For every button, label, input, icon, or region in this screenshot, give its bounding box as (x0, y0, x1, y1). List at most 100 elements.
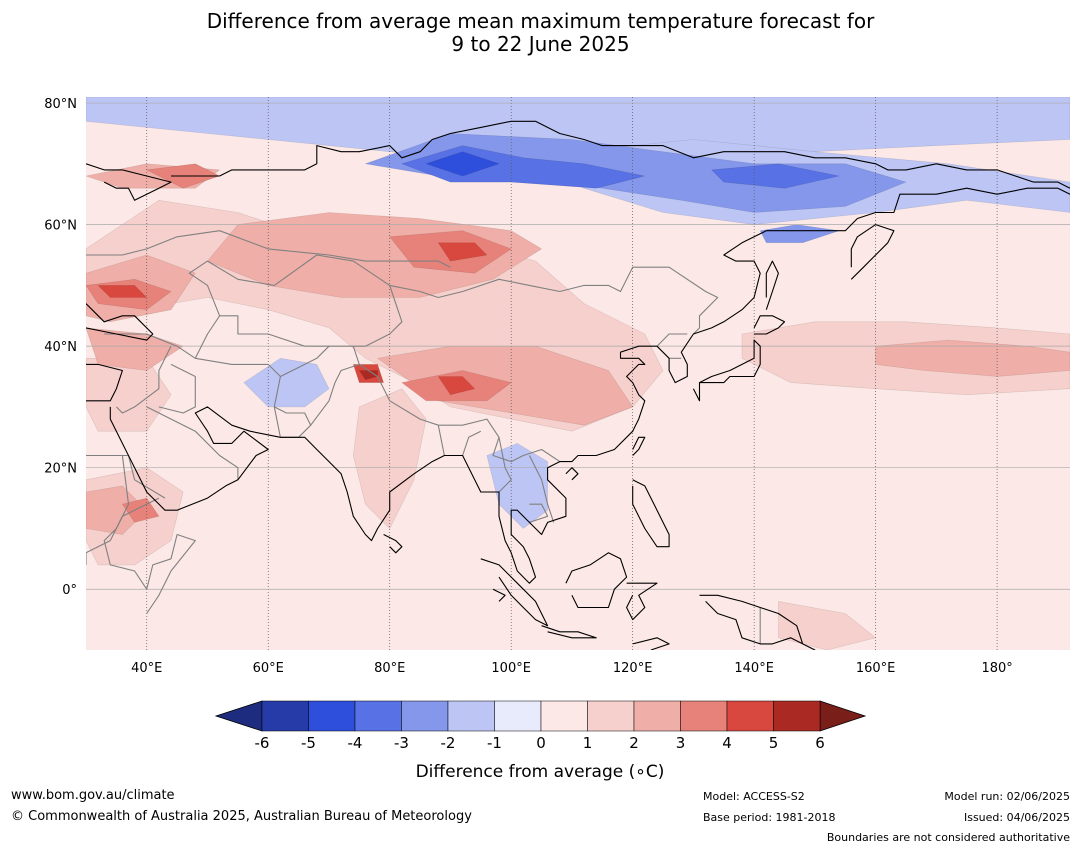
map-title: Difference from average mean maximum tem… (0, 10, 1081, 56)
anomaly-region-20 (86, 485, 148, 535)
anomaly-region-6 (425, 151, 500, 177)
colorbar-tick-label: -3 (394, 734, 409, 752)
coastline-11 (480, 558, 549, 627)
coastline-1 (109, 187, 1070, 584)
colorbar-bin-5 (494, 700, 542, 732)
issued-text: Issued: 04/06/2025 (963, 811, 1070, 824)
border-line-8 (498, 437, 512, 493)
border-line-5 (358, 363, 561, 463)
lat-tick-label: 20°N (44, 462, 77, 477)
lon-tick-label: 40°E (131, 661, 162, 676)
model-text: Model: ACCESS-S2 (703, 790, 805, 803)
coastline-18 (632, 637, 670, 650)
lon-tick-label: 80°E (374, 661, 405, 676)
border-line-24 (86, 230, 451, 268)
disclaimer-text: Boundaries are not considered authoritat… (826, 831, 1070, 844)
colorbar-bin-2 (354, 700, 402, 732)
border-line-16 (116, 345, 172, 414)
border-line-0 (104, 333, 281, 438)
border-line-4 (280, 346, 360, 438)
colorbar-bin-10 (726, 700, 774, 732)
anomaly-region-19 (875, 339, 1070, 377)
colorbar-tick-label: -5 (301, 734, 316, 752)
border-line-11 (656, 333, 688, 347)
coastline-6 (765, 260, 779, 310)
colorbar-tick-label: 4 (722, 734, 732, 752)
coastline-0 (86, 303, 154, 402)
lat-tick-label: 60°N (44, 219, 77, 234)
border-line-3 (438, 266, 719, 335)
lat-tick-label: 40°N (44, 340, 77, 355)
colorbar-over-arrow (819, 700, 867, 732)
base-period-text: Base period: 1981-2018 (703, 811, 836, 824)
coastline-13 (565, 552, 628, 609)
country-borders (86, 230, 761, 644)
border-line-9 (528, 455, 555, 523)
lon-tick-label: 60°E (253, 661, 284, 676)
border-line-13 (353, 285, 403, 347)
title-line-2: 9 to 22 June 2025 (451, 32, 630, 56)
website-text: www.bom.gov.au/climate (11, 788, 175, 803)
anomaly-region-5 (759, 224, 840, 244)
anomaly-region-4 (710, 163, 840, 189)
anomaly-region-28 (97, 285, 148, 298)
colorbar-title: Difference from average (∘C) (416, 762, 665, 782)
border-line-20 (86, 454, 196, 614)
border-line-17 (158, 363, 196, 414)
border-line-7 (462, 430, 482, 456)
border-line-21 (109, 497, 160, 541)
map-axis-labels: 40°E 60°E 80°E 100°E 120°E 140°E 160°E 180° 80°N… (44, 97, 1013, 676)
colorbar-bin-0 (261, 700, 309, 732)
border-line-22 (86, 540, 111, 565)
coastline-5 (753, 315, 786, 335)
lon-tick-label: 160°E (856, 661, 896, 676)
anomaly-region-27 (437, 242, 488, 262)
coastline-17 (492, 588, 506, 602)
border-line-1 (194, 315, 354, 359)
coastline-10 (632, 479, 670, 548)
coastline-9 (565, 467, 579, 481)
border-line-15 (274, 406, 312, 426)
coastline-2 (86, 163, 172, 201)
colorbar-tick-label: -2 (441, 734, 456, 752)
colorbar-bin-1 (308, 700, 356, 732)
colorbar-bin-9 (680, 700, 728, 732)
colorbar-tick-label: -4 (348, 734, 363, 752)
lon-tick-label: 100°E (491, 661, 531, 676)
colorbar-tick-label: 2 (629, 734, 639, 752)
colorbar-bin-3 (401, 700, 449, 732)
colorbar-bin-8 (633, 700, 681, 732)
coastline-3 (171, 120, 1070, 189)
border-line-2 (188, 254, 439, 317)
colorbar-bin-11 (773, 700, 821, 732)
anomaly-region-14 (778, 601, 877, 650)
colorbar-tick-label: 1 (583, 734, 593, 752)
border-line-6 (437, 425, 445, 456)
colorbar-bin-4 (447, 700, 495, 732)
title-line-1: Difference from average mean maximum tem… (206, 9, 875, 33)
coastline-14 (626, 582, 658, 621)
lon-tick-label: 140°E (734, 661, 774, 676)
colorbar-tick-label: 5 (769, 734, 779, 752)
colorbar-tick-label: 6 (815, 734, 825, 752)
lat-tick-label: 0° (62, 583, 77, 598)
coastline-16 (383, 534, 403, 554)
colorbar: -6 -5 -4 -3 -2 -1 0 1 2 3 4 5 6 Difference from avera… (214, 700, 867, 782)
model-run-text: Model run: 02/06/2025 (944, 790, 1070, 803)
coastlines (86, 120, 1070, 650)
lon-tick-label: 120°E (613, 661, 653, 676)
colorbar-tick-label: 0 (536, 734, 546, 752)
colorbar-bin-6 (540, 700, 588, 732)
colorbar-tick-label: -6 (255, 734, 270, 752)
anomaly-region-11 (352, 388, 427, 530)
border-line-14 (280, 345, 330, 377)
coastline-12 (541, 625, 597, 639)
coastline-4 (692, 339, 761, 402)
colorbar-tick-label: 3 (676, 734, 686, 752)
coastline-15 (699, 594, 816, 650)
anomaly-region-26 (121, 497, 160, 523)
colorbar-tick-label: -1 (487, 734, 502, 752)
colorbar-under-arrow (214, 700, 263, 732)
copyright-text: © Commonwealth of Australia 2025, Austra… (11, 809, 472, 824)
